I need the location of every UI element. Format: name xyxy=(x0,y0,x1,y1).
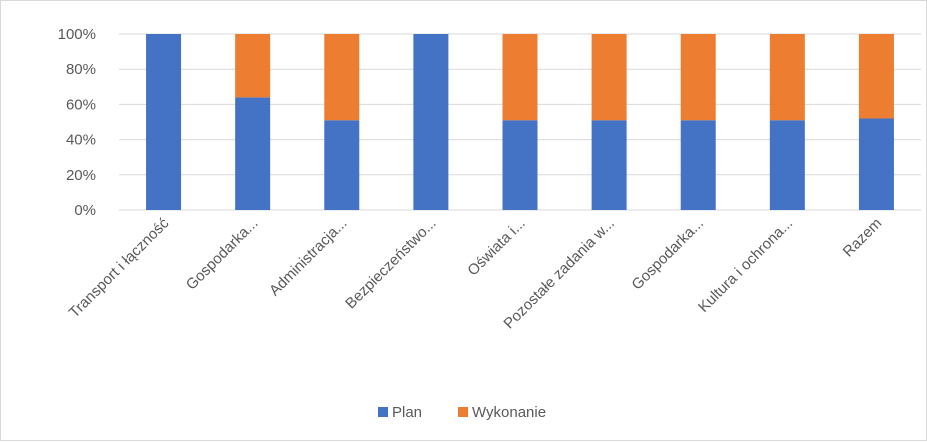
bar-segment xyxy=(680,120,716,210)
bar-segment xyxy=(502,34,538,121)
bar-segment xyxy=(324,34,360,121)
bar-segment xyxy=(680,34,716,121)
bar-segment xyxy=(769,120,805,210)
x-tick-label: Administracja... xyxy=(266,215,351,300)
bar-segment xyxy=(146,34,182,210)
y-tick-label: 0% xyxy=(74,202,96,219)
y-tick-label: 20% xyxy=(66,167,96,184)
y-tick-label: 100% xyxy=(58,26,96,43)
bar-segment xyxy=(591,120,627,210)
x-tick-label: Kultura i ochrona... xyxy=(695,215,796,316)
legend-label: Wykonanie xyxy=(472,404,546,421)
bar-segment xyxy=(858,118,894,210)
x-tick-label: Bezpieczeństwo... xyxy=(342,215,440,313)
x-tick-label: Transport i łączność xyxy=(66,214,173,321)
legend-entry: Wykonanie xyxy=(458,404,546,421)
legend-label: Plan xyxy=(392,404,422,421)
bar-segment xyxy=(591,34,627,121)
y-axis-ticks: 0% 20% 40% 60% 80% 100% xyxy=(58,26,96,219)
x-tick-label: Gospodarka... xyxy=(183,215,262,294)
bar-segment xyxy=(858,34,894,119)
bar-segment xyxy=(324,120,360,210)
bar-segment xyxy=(769,34,805,121)
y-tick-label: 80% xyxy=(66,61,96,78)
x-tick-label: Oświata i... xyxy=(464,215,528,279)
x-tick-label: Gospodarka... xyxy=(628,215,707,294)
legend-entry: Plan xyxy=(378,404,422,421)
bar-segment xyxy=(235,34,271,98)
y-tick-label: 60% xyxy=(66,96,96,113)
bar-segment xyxy=(235,97,271,210)
x-axis-ticks: Transport i łączność Gospodarka... Adminis… xyxy=(66,214,885,332)
bars xyxy=(146,34,894,210)
y-tick-label: 40% xyxy=(66,132,96,149)
bar-segment xyxy=(413,34,449,210)
legend-swatch xyxy=(378,407,388,417)
legend-swatch xyxy=(458,407,468,417)
x-tick-label: Razem xyxy=(840,215,886,261)
legend: Plan Wykonanie xyxy=(378,404,546,421)
bar-segment xyxy=(502,120,538,210)
